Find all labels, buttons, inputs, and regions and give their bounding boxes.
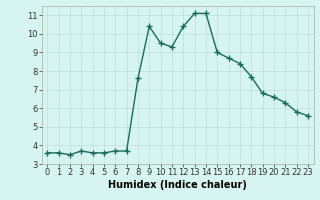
X-axis label: Humidex (Indice chaleur): Humidex (Indice chaleur)	[108, 180, 247, 190]
